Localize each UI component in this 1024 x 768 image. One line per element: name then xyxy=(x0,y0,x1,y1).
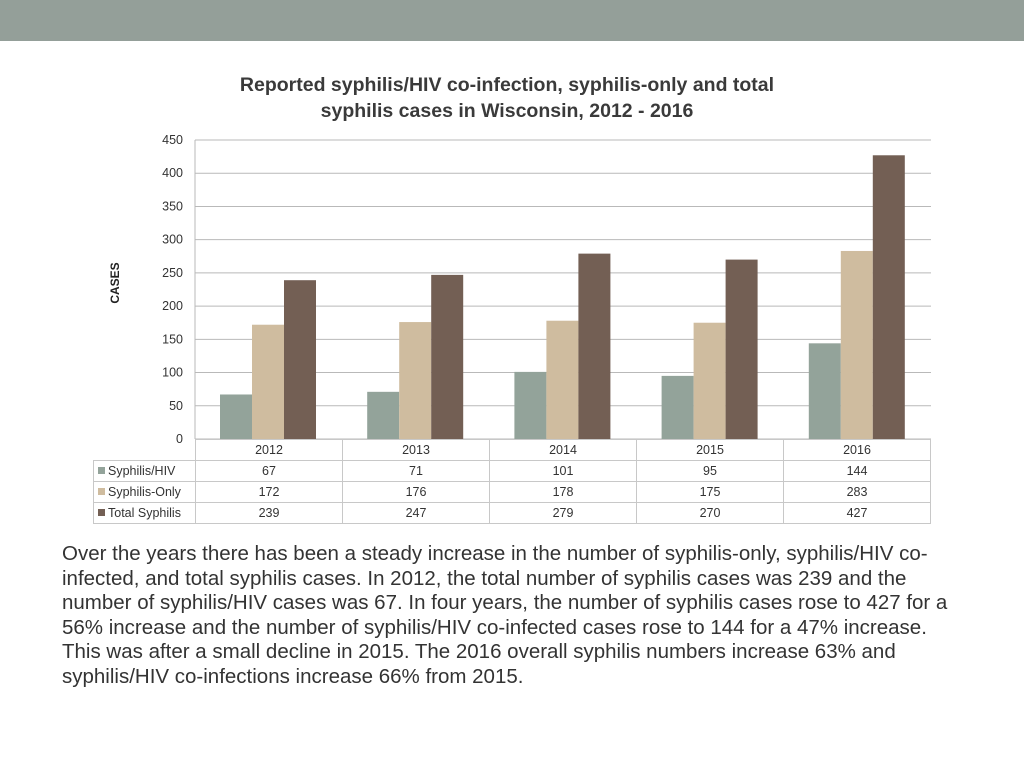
table-series-label: Syphilis-Only xyxy=(93,481,196,503)
y-tick-label-300: 300 xyxy=(162,233,183,247)
y-tick-label-450: 450 xyxy=(162,133,183,147)
bar-syphilis-only-2012 xyxy=(252,324,284,439)
table-value-cell: 270 xyxy=(636,502,784,524)
table-value-cell: 247 xyxy=(342,502,490,524)
table-header-row: 2012 2013 2014 2015 2016 xyxy=(93,439,931,461)
table-value-cell: 95 xyxy=(636,460,784,482)
summary-paragraph: Over the years there has been a steady i… xyxy=(62,542,948,688)
header-band xyxy=(0,0,1024,41)
legend-swatch xyxy=(98,509,105,516)
bar-syphilis-hiv-2014 xyxy=(514,371,547,439)
chart-title: Reported syphilis/HIV co-infection, syph… xyxy=(150,72,864,124)
table-value-cell: 176 xyxy=(342,481,490,503)
bar-syphilis-only-2016 xyxy=(840,250,873,439)
y-tick-label-200: 200 xyxy=(162,299,183,313)
bar-syphilis-only-2015 xyxy=(693,322,726,439)
table-year-header: 2013 xyxy=(342,439,490,461)
y-tick-label-150: 150 xyxy=(162,332,183,346)
table-row: Syphilis/HIV 67 71 101 95 144 xyxy=(93,460,931,482)
table-value-cell: 144 xyxy=(783,460,931,482)
table-value-cell: 427 xyxy=(783,502,931,524)
table-row: Total Syphilis 239 247 279 270 427 xyxy=(93,502,931,524)
table-year-header: 2015 xyxy=(636,439,784,461)
legend-label: Syphilis/HIV xyxy=(108,464,176,478)
table-value-cell: 178 xyxy=(489,481,637,503)
bar-total-syphilis-2016 xyxy=(872,155,905,439)
y-tick-label-0: 0 xyxy=(176,432,183,446)
table-series-label: Total Syphilis xyxy=(93,502,196,524)
table-value-cell: 101 xyxy=(489,460,637,482)
y-tick-label-100: 100 xyxy=(162,366,183,380)
table-value-cell: 71 xyxy=(342,460,490,482)
legend-swatch xyxy=(98,488,105,495)
y-tick-label-400: 400 xyxy=(162,166,183,180)
table-year-header: 2016 xyxy=(783,439,931,461)
table-year-header: 2012 xyxy=(195,439,343,461)
bar-syphilis-only-2013 xyxy=(399,322,432,439)
bar-total-syphilis-2015 xyxy=(725,259,758,439)
table-corner-cell xyxy=(93,439,196,461)
y-tick-label-50: 50 xyxy=(169,399,183,413)
bar-syphilis-hiv-2012 xyxy=(220,394,252,439)
table-value-cell: 279 xyxy=(489,502,637,524)
bar-total-syphilis-2013 xyxy=(431,274,464,439)
bar-total-syphilis-2014 xyxy=(578,253,611,439)
bar-syphilis-only-2014 xyxy=(546,320,579,439)
table-value-cell: 172 xyxy=(195,481,343,503)
bar-syphilis-hiv-2016 xyxy=(808,343,841,439)
legend-swatch xyxy=(98,467,105,474)
bar-total-syphilis-2012 xyxy=(284,280,316,439)
chart-title-line-1: Reported syphilis/HIV co-infection, syph… xyxy=(239,74,775,96)
table-value-cell: 67 xyxy=(195,460,343,482)
chart-title-line-2: syphilis cases in Wisconsin, 2012 - 2016 xyxy=(320,100,694,122)
table-value-cell: 239 xyxy=(195,502,343,524)
y-tick-label-250: 250 xyxy=(162,266,183,280)
table-row: Syphilis-Only 172 176 178 175 283 xyxy=(93,481,931,503)
chart-data-table: 2012 2013 2014 2015 2016 Syphilis/HIV 67 71 101 9… xyxy=(93,439,931,524)
table-value-cell: 175 xyxy=(636,481,784,503)
table-year-header: 2014 xyxy=(489,439,637,461)
legend-label: Total Syphilis xyxy=(108,506,181,520)
table-series-label: Syphilis/HIV xyxy=(93,460,196,482)
bar-syphilis-hiv-2013 xyxy=(367,391,400,439)
y-tick-label-350: 350 xyxy=(162,199,183,213)
legend-label: Syphilis-Only xyxy=(108,485,181,499)
table-value-cell: 283 xyxy=(783,481,931,503)
bar-syphilis-hiv-2015 xyxy=(661,375,694,439)
